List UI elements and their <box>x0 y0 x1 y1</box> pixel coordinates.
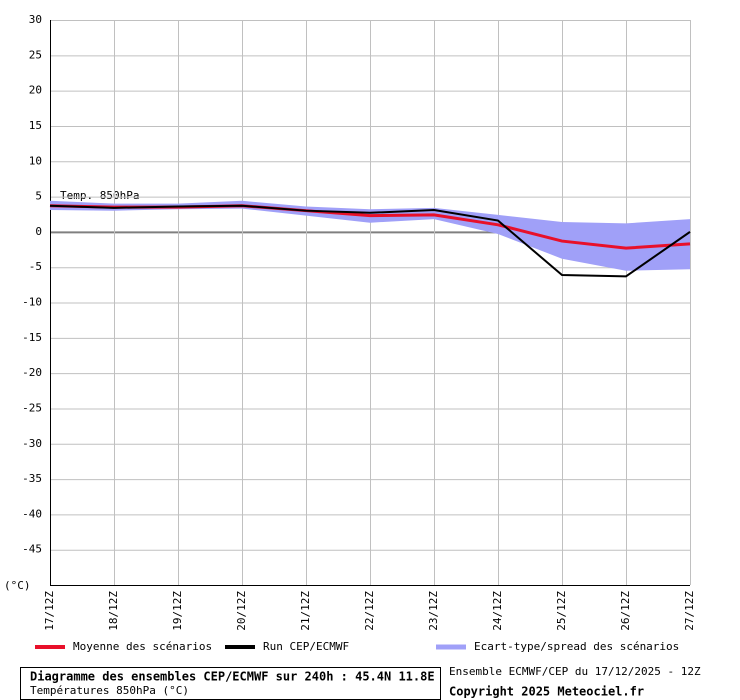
x-tick-label: 26/12Z <box>619 591 632 631</box>
x-tick-label: 21/12Z <box>299 591 312 631</box>
y-tick-label: 25 <box>29 48 42 61</box>
y-tick-label: -45 <box>22 543 42 556</box>
x-tick-label: 24/12Z <box>491 591 504 631</box>
y-tick-label: 15 <box>29 119 42 132</box>
y-tick-label: -5 <box>29 260 42 273</box>
y-tick-label: -40 <box>22 507 42 520</box>
copyright: Copyright 2025 Meteociel.fr <box>449 685 644 699</box>
x-tick-label: 27/12Z <box>683 591 696 631</box>
x-tick-label: 20/12Z <box>235 591 248 631</box>
x-tick-label: 19/12Z <box>171 591 184 631</box>
y-tick-label: -20 <box>22 366 42 379</box>
x-tick-label: 25/12Z <box>555 591 568 631</box>
legend-label: Run CEP/ECMWF <box>263 640 349 653</box>
y-tick-label: -10 <box>22 296 42 309</box>
y-tick-label: -15 <box>22 331 42 344</box>
annotation: Temp. 850hPa <box>60 189 139 202</box>
y-tick-label: 10 <box>29 154 42 167</box>
grid <box>50 20 691 586</box>
y-tick-label: -30 <box>22 437 42 450</box>
y-tick-label: 0 <box>35 225 42 238</box>
run-info: Ensemble ECMWF/CEP du 17/12/2025 - 12Z <box>449 665 701 678</box>
data <box>49 200 691 278</box>
x-tick-label: 23/12Z <box>427 591 440 631</box>
x-tick-label: 22/12Z <box>363 591 376 631</box>
series-line <box>49 204 691 278</box>
x-tick-label: 17/12Z <box>43 591 56 631</box>
y-tick-label: 5 <box>35 190 42 203</box>
y-tick-label: -25 <box>22 401 42 414</box>
legend-label: Moyenne des scénarios <box>73 640 212 653</box>
y-tick-label: 20 <box>29 84 42 97</box>
y-unit: (°C) <box>4 579 31 592</box>
y-tick-label: -35 <box>22 472 42 485</box>
chart-subtitle: Températures 850hPa (°C) <box>30 684 189 697</box>
x-tick-label: 18/12Z <box>107 591 120 631</box>
y-tick-label: 30 <box>29 13 42 26</box>
legend-label: Ecart-type/spread des scénarios <box>474 640 679 653</box>
chart-title: Diagramme des ensembles CEP/ECMWF sur 24… <box>30 670 435 684</box>
